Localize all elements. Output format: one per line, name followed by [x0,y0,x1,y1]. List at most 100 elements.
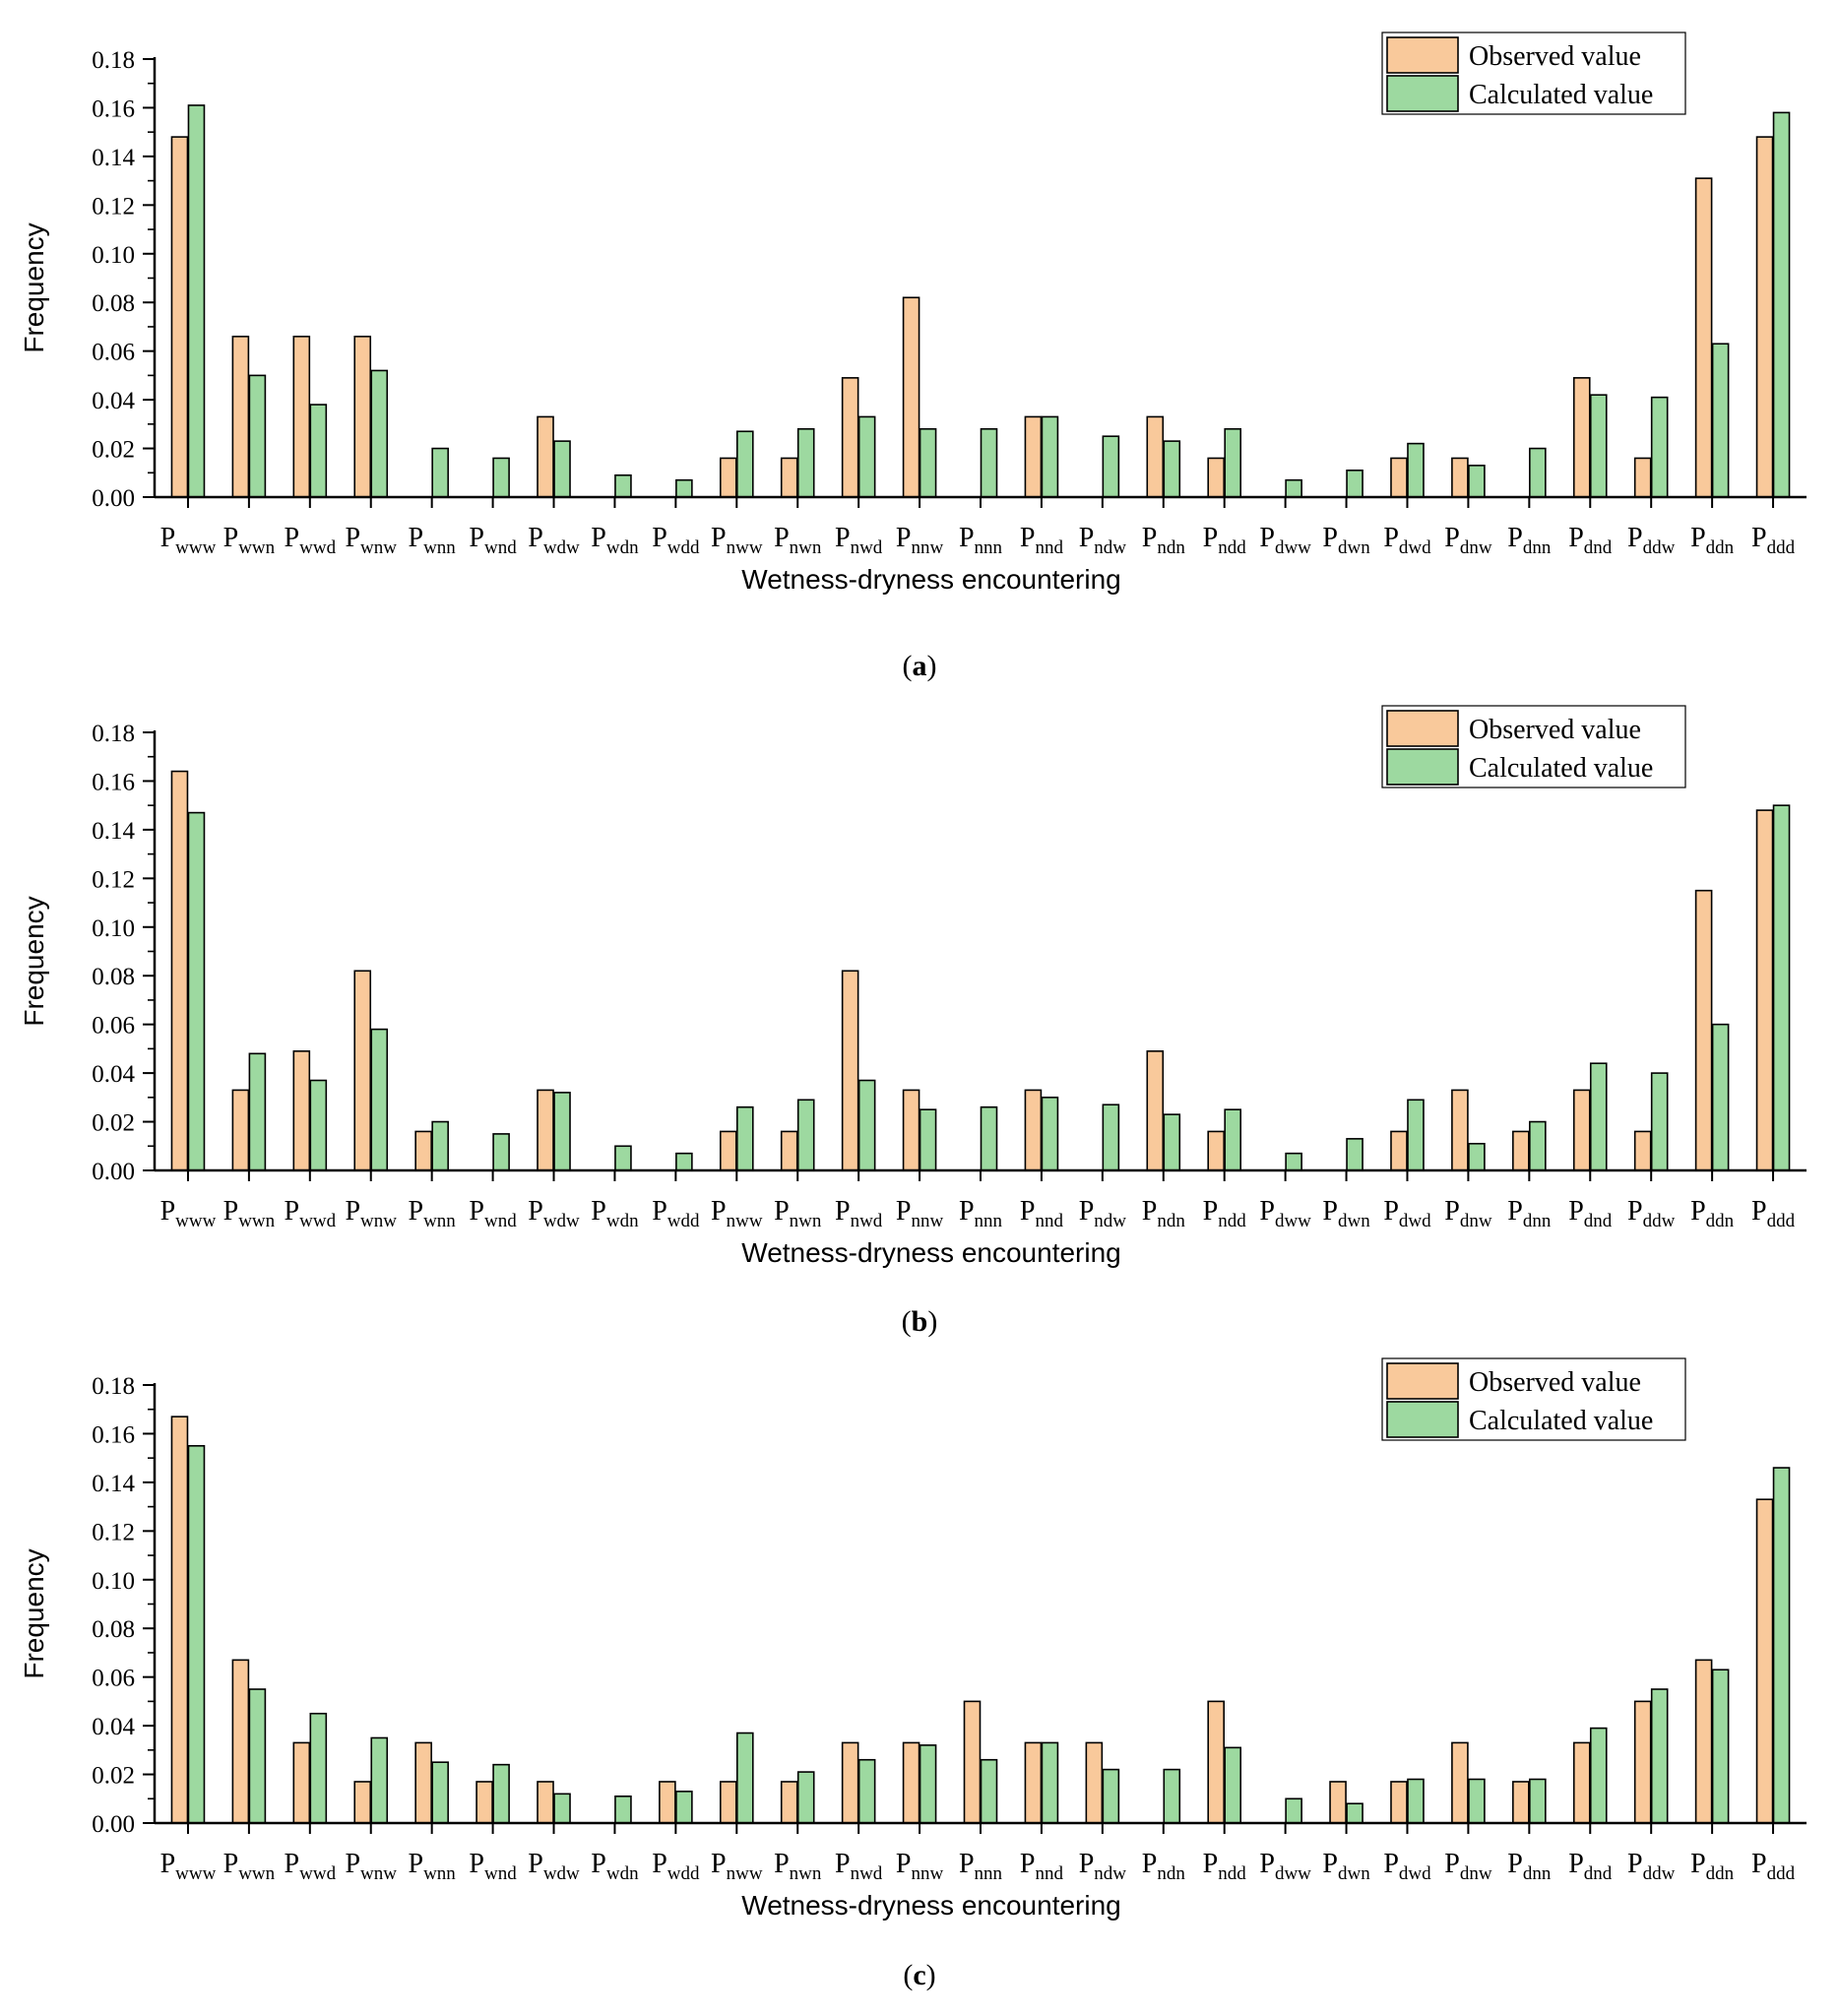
x-tick-subscript: ndw [1094,1211,1126,1231]
bar-calculated-nnn [980,427,998,498]
y-tick-label: 0.08 [92,964,135,990]
bar-calculated-ndn [1163,1768,1181,1824]
y-tick-label: 0.14 [92,145,135,171]
bar-observed-wdd [659,1781,676,1824]
x-tick-prefix: P [223,1849,239,1879]
x-tick-label-nwn: Pnwn [774,523,822,558]
y-tick-label: 0.10 [92,242,135,269]
x-tick-label-wnw: Pwnw [345,1196,397,1231]
bar-observed-nnw [902,1741,920,1824]
x-tick-prefix: P [959,1849,975,1879]
bar-observed-wnn [414,1130,432,1171]
bar-observed-ddd [1755,136,1774,498]
bar-observed-ndn [1146,1050,1165,1171]
bar-observed-www [170,136,189,498]
x-tick-label-ddd: Pddd [1751,1849,1796,1884]
panel-label-open: ( [901,1305,912,1338]
bar-calculated-ndd [1224,1746,1242,1824]
bar-calculated-dwn [1346,1138,1363,1171]
chart-panel-a: 0.00 0.02 0.04 0.06 0.08 0.10 0.12 0.14 0.16 0.18… [19,32,1807,595]
x-tick-subscript: nnn [975,537,1003,558]
x-tick-prefix: P [835,523,851,553]
x-tick-prefix: P [1568,523,1584,553]
bar-calculated-wdd [675,1791,693,1824]
x-tick-label-nwd: Pnwd [835,1849,883,1884]
y-tick-label: 0.02 [92,1110,135,1137]
bar-observed-ddw [1633,457,1652,498]
x-tick-prefix: P [1751,1196,1767,1227]
x-tick-label-nnd: Pnnd [1020,1849,1064,1884]
bar-calculated-dwd [1407,442,1425,498]
bar-observed-dnd [1572,377,1591,498]
x-tick-subscript: ndw [1094,537,1126,558]
bar-observed-dnd [1572,1089,1591,1171]
x-tick-label-nwd: Pnwd [835,1196,883,1231]
x-tick-label-ndw: Pndw [1079,523,1127,558]
x-tick-subscript: wnn [423,537,456,558]
bar-calculated-wdn [614,473,632,498]
x-tick-subscript: nww [727,537,763,558]
x-tick-prefix: P [1259,1849,1275,1879]
x-tick-prefix: P [591,1849,606,1879]
x-tick-label-wnn: Pwnn [409,523,457,558]
panel-label-close: ) [927,1305,938,1338]
x-tick-subscript: ndw [1094,1863,1126,1884]
panel-label-letter: c [913,1959,926,1991]
x-tick-prefix: P [1322,1196,1338,1227]
bar-observed-ddn [1694,889,1713,1171]
x-tick-subscript: dnw [1460,1863,1492,1884]
bar-calculated-nnd [1041,1097,1059,1171]
bar-calculated-dnd [1589,1727,1608,1824]
bar-calculated-nnd [1041,1741,1059,1824]
x-tick-label-ndd: Pndd [1203,1196,1247,1231]
x-tick-label-wwn: Pwwn [223,1196,276,1231]
x-tick-prefix: P [1444,1849,1460,1879]
y-tick-label: 0.18 [92,1373,135,1400]
y-tick-label: 0.16 [92,95,135,122]
bar-observed-wdw [537,1089,554,1171]
x-tick-prefix: P [774,523,790,553]
bar-observed-dwd [1390,1781,1408,1824]
bar-calculated-dnn [1529,1120,1547,1171]
bar-observed-dnn [1512,1130,1530,1171]
x-tick-prefix: P [591,1196,606,1227]
x-tick-prefix: P [1259,1196,1275,1227]
x-tick-subscript: dwd [1399,537,1431,558]
y-tick-label: 0.12 [92,193,135,220]
x-tick-subscript: nwn [790,1863,822,1884]
x-tick-label-nwn: Pnwn [774,1849,822,1884]
bar-calculated-dww [1285,1797,1302,1824]
legend: Observed value Calculated value [1381,1357,1686,1441]
x-tick-label-dnn: Pdnn [1507,1196,1552,1231]
bar-calculated-dnn [1529,1778,1547,1824]
x-tick-label-wnn: Pwnn [409,1196,457,1231]
bar-calculated-ndw [1102,1768,1120,1824]
x-tick-prefix: P [345,1849,360,1879]
x-tick-prefix: P [469,1849,484,1879]
x-tick-label-wdd: Pwdd [652,1196,700,1231]
x-tick-subscript: www [175,1211,216,1231]
x-tick-label-ddd: Pddd [1751,1196,1796,1231]
x-tick-subscript: nnd [1035,1211,1063,1231]
x-tick-label-dnd: Pdnd [1568,1849,1613,1884]
x-tick-label-dwd: Pdwd [1383,523,1431,558]
bar-calculated-nnd [1041,415,1059,498]
bar-observed-wwd [292,336,311,498]
legend-label-calculated: Calculated value [1469,80,1653,110]
x-tick-prefix: P [652,523,667,553]
bar-observed-ddd [1755,1498,1774,1824]
legend-swatch-calculated [1386,75,1459,112]
x-tick-prefix: P [1751,1849,1767,1879]
x-tick-subscript: wdn [606,1211,639,1231]
x-tick-subscript: wwn [238,537,275,558]
y-tick-label: 0.00 [92,1811,135,1838]
legend-swatch-calculated [1386,748,1459,786]
bar-observed-nnd [1024,415,1043,498]
bar-observed-ndd [1207,1130,1226,1171]
bar-calculated-ddn [1711,1023,1730,1171]
x-tick-label-ndn: Pndn [1142,523,1186,558]
bar-calculated-dnw [1468,465,1486,498]
x-tick-label-ndw: Pndw [1079,1849,1127,1884]
y-tick-label: 0.04 [92,388,135,414]
x-tick-prefix: P [285,523,300,553]
